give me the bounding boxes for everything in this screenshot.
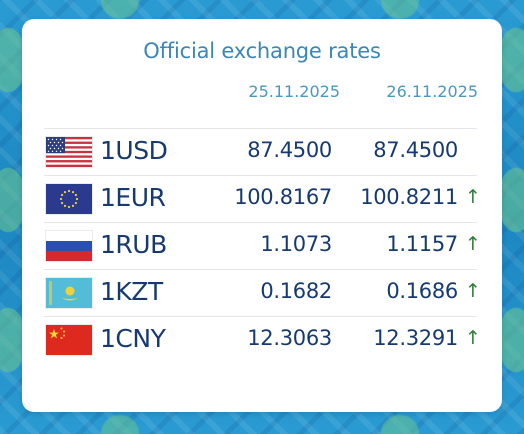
rate-previous: 1.1073 xyxy=(260,232,332,256)
currency-code: 1USD xyxy=(100,136,168,165)
rate-current: 1.1157 xyxy=(386,232,458,256)
rate-row-kzt: 1KZT 0.1682 0.1686 ↑ xyxy=(44,269,481,316)
trend-up-icon: ↑ xyxy=(465,233,481,255)
rate-row-eur: 1EUR 100.8167 100.8211 ↑ xyxy=(44,175,481,222)
rate-current: 0.1686 xyxy=(386,279,458,303)
rate-row-cny: 1CNY 12.3063 12.3291 ↑ xyxy=(44,316,481,363)
us-flag-icon xyxy=(46,137,92,167)
currency-code: 1EUR xyxy=(100,183,166,212)
rate-current: 87.4500 xyxy=(373,138,458,162)
currency-code: 1KZT xyxy=(100,277,163,306)
date-header-current: 26.11.2025 xyxy=(386,82,478,101)
exchange-rates-card: Official exchange rates 25.11.2025 26.11… xyxy=(22,19,502,412)
rate-previous: 100.8167 xyxy=(234,185,332,209)
rate-previous: 12.3063 xyxy=(247,326,332,350)
card-title: Official exchange rates xyxy=(143,39,381,63)
trend-up-icon: ↑ xyxy=(465,280,481,302)
date-header-previous: 25.11.2025 xyxy=(248,82,340,101)
rates-table: 1USD 87.4500 87.4500 xyxy=(44,128,481,363)
currency-code: 1CNY xyxy=(100,324,166,353)
eu-flag-icon xyxy=(46,184,92,214)
rate-current: 12.3291 xyxy=(373,326,458,350)
rate-previous: 87.4500 xyxy=(247,138,332,162)
currency-code: 1RUB xyxy=(100,230,167,259)
trend-up-icon: ↑ xyxy=(465,327,481,349)
rate-row-usd: 1USD 87.4500 87.4500 xyxy=(44,128,477,175)
rate-current: 100.8211 xyxy=(360,185,458,209)
cn-flag-icon xyxy=(46,325,92,355)
rate-previous: 0.1682 xyxy=(260,279,332,303)
kz-flag-icon xyxy=(46,278,92,308)
trend-up-icon: ↑ xyxy=(465,186,481,208)
ru-flag-icon xyxy=(46,231,92,261)
rate-row-rub: 1RUB 1.1073 1.1157 ↑ xyxy=(44,222,481,269)
